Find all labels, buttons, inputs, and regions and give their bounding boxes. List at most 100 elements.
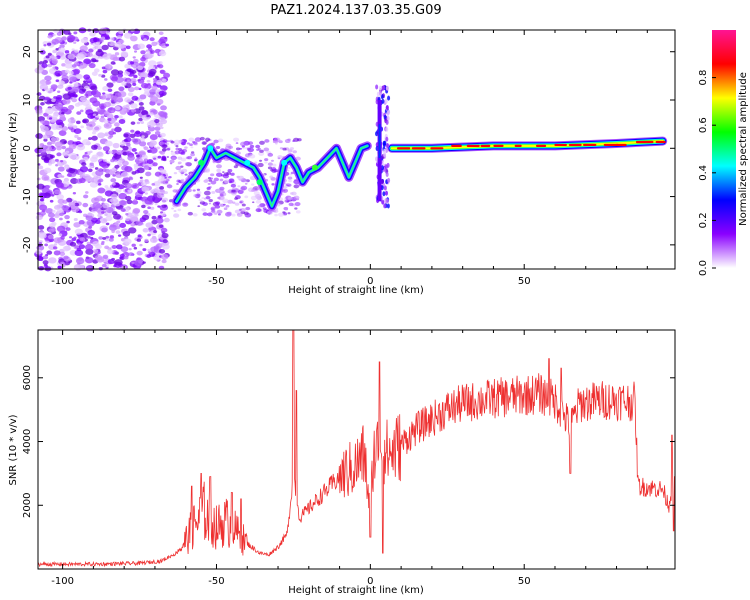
spectrogram-noise-blob [66,220,70,224]
spectrogram-noise-blob [292,140,295,142]
spectrogram-noise-blob [48,159,56,164]
spectrogram-noise-blob [55,79,60,83]
spectrogram-noise-blob [110,197,119,204]
spectrogram-noise-blob [76,111,82,115]
spectrogram-noise-blob [49,222,56,228]
spectrogram-noise-blob [41,63,48,68]
spectrogram-noise-blob [180,173,184,176]
spectrogram-noise-blob [69,89,74,93]
spectrogram-noise-blob [92,100,101,107]
spectrogram-noise-blob [52,246,58,250]
spectrogram-noise-blob [48,228,55,233]
spectrogram-noise-blob [149,147,158,154]
spectrogram-noise-blob [98,236,103,240]
spectrogram-streak-blob [379,90,383,96]
spectrogram-noise-blob [106,82,114,88]
spectrogram-noise-blob [64,215,70,220]
spectrogram-noise-blob [120,208,126,212]
spectrogram-noise-blob [91,197,100,204]
spectrogram-noise-blob [192,213,198,217]
spectrogram-noise-blob [37,116,45,122]
colorbar-tick-label: 0.8 [698,70,709,86]
spectrogram-noise-blob [157,215,162,219]
spectrogram-noise-blob [55,119,64,126]
spectrogram-noise-blob [111,230,116,234]
spectrogram-noise-blob [160,253,169,260]
spectrogram-noise-blob [73,217,78,221]
spectrogram-streak-blob [375,156,379,162]
spectrogram-noise-blob [134,259,143,266]
spectrogram-noise-blob [113,264,117,268]
spectrogram-noise-blob [56,194,64,200]
spectrogram-noise-blob [155,79,163,85]
spectrogram-noise-blob [202,212,208,216]
spectrogram-noise-blob [119,222,127,228]
spectrogram-noise-blob [160,118,168,125]
spectrogram-noise-blob [152,162,158,167]
spectrogram-noise-blob [102,202,110,209]
spectrogram-noise-blob [107,88,113,92]
spectrogram-noise-blob [136,154,140,158]
spectrogram-streak-blob [376,91,380,97]
spectrogram-noise-blob [79,45,88,52]
spectrogram-noise-blob [42,255,49,260]
spectrogram-y-tick-label: -20 [22,237,33,253]
spectrogram-noise-blob [114,52,120,56]
spectrogram-noise-blob [230,183,237,188]
spectrogram-noise-blob [50,84,58,90]
spectrogram-noise-blob [157,64,164,69]
spectrogram-noise-blob [94,167,99,170]
spectrogram-noise-blob [132,82,137,86]
spectrogram-noise-blob [124,182,133,189]
spectrogram-noise-blob [126,68,132,73]
colorbar-tick-label: 0.0 [698,260,709,276]
spectrogram-noise-blob [107,41,111,45]
spectrogram-noise-blob [105,124,110,127]
spectrogram-noise-blob [115,244,123,250]
spectrogram-noise-blob [104,245,110,250]
spectrogram-noise-blob [71,48,75,51]
spectrogram-noise-blob [142,261,146,264]
spectrogram-noise-blob [112,56,119,62]
spectrogram-noise-blob [138,117,143,122]
spectrogram-noise-blob [79,109,84,113]
spectrogram-noise-blob [246,147,251,151]
spectrogram-noise-blob [86,52,93,58]
spectrogram-noise-blob [84,151,88,155]
spectrogram-noise-blob [111,245,117,249]
spectrogram-noise-blob [112,182,116,186]
spectrogram-streak-blob [384,98,388,104]
spectrogram-noise-blob [188,137,195,142]
spectrogram-noise-blob [231,213,236,217]
spectrogram-noise-blob [63,255,69,260]
spectrogram-noise-blob [131,108,137,113]
spectrogram-noise-blob [53,213,60,219]
spectrogram-noise-blob [110,158,115,163]
spectrogram-noise-blob [273,137,281,143]
spectrogram-noise-blob [228,145,233,149]
spectrogram-noise-blob [153,245,160,250]
spectrogram-noise-blob [117,73,124,78]
spectrogram-noise-blob [124,166,133,173]
spectrogram-noise-blob [264,161,268,164]
spectrogram-noise-blob [84,93,89,97]
spectrogram-noise-blob [120,171,129,178]
spectrogram-noise-blob [150,144,154,148]
spectrogram-x-axis-label: Height of straight line (km) [288,285,424,296]
spectrogram-noise-blob [217,196,221,200]
spectrogram-noise-blob [38,242,43,245]
spectrogram-noise-blob [294,207,298,210]
spectrogram-streak-blob [380,165,384,171]
spectrogram-noise-blob [74,134,79,139]
spectrogram-noise-blob [40,102,45,106]
spectrogram-noise-blob [109,235,114,239]
spectrogram-noise-blob [108,238,114,242]
spectrogram-noise-blob [67,86,72,91]
spectrogram-noise-blob [144,192,148,195]
spectrogram-noise-blob [104,140,113,147]
snr-x-tick-label: -100 [51,576,74,587]
spectrogram-noise-blob [100,198,106,202]
spectrogram-streak-blob [387,95,391,101]
spectrogram-noise-blob [73,222,81,228]
spectrogram-noise-blob [39,124,46,130]
